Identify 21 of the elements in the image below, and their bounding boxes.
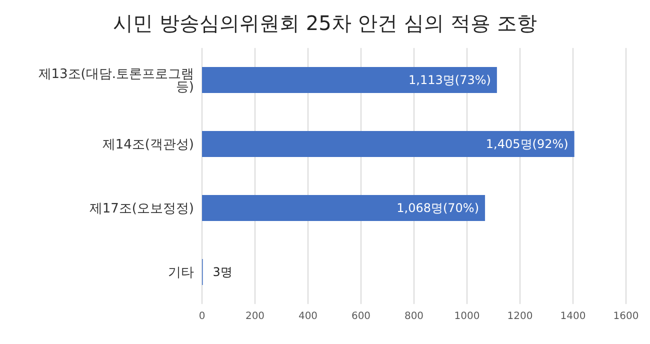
chart-title: 시민 방송심의위원회 25차 안건 심의 적용 조항 — [112, 10, 538, 37]
data-label: 1,113명(73%) — [408, 73, 491, 88]
data-label: 1,405명(92%) — [486, 137, 568, 152]
bar — [202, 195, 486, 221]
y-tick-label: 제13조(대담.토론프로그램 등) — [38, 67, 194, 96]
x-tick-label: 400 — [298, 311, 318, 322]
x-tick-label: 0 — [198, 311, 206, 322]
x-tick-label: 1200 — [507, 311, 533, 322]
data-label: 3명 — [212, 265, 232, 280]
bar — [202, 67, 497, 93]
y-tick-label: 기타 — [168, 266, 194, 281]
x-tick-label: 1400 — [560, 311, 586, 322]
y-tick-label: 제14조(객관성) — [102, 138, 194, 153]
x-tick-label: 1600 — [613, 311, 639, 322]
data-label: 1,068명(70%) — [396, 201, 480, 216]
x-tick-label: 600 — [351, 311, 371, 322]
y-tick-label: 제17조(오보정정) — [89, 202, 194, 217]
x-tick-label: 200 — [245, 311, 265, 322]
bar — [202, 131, 574, 157]
x-tick-label: 800 — [404, 311, 424, 322]
x-tick-label: 1000 — [454, 311, 480, 322]
